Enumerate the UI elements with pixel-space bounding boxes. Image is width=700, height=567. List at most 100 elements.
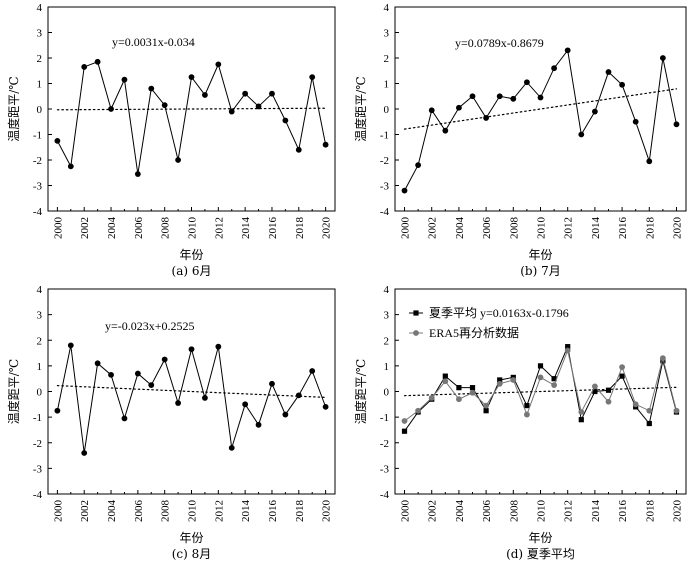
data-point — [578, 131, 585, 138]
x-tick-label: 2014 — [590, 217, 602, 240]
x-tick-label: 2008 — [508, 500, 520, 523]
data-point — [67, 163, 74, 170]
x-tick-label: 2008 — [508, 217, 520, 240]
trend-equation: y=0.0031x-0.034 — [112, 35, 195, 49]
data-point — [54, 137, 61, 144]
trend-line — [403, 386, 678, 397]
x-tick-label: 2010 — [187, 500, 199, 523]
y-tick-label: 2 — [384, 53, 390, 65]
data-point — [619, 81, 625, 88]
x-tick-label: 2014 — [240, 500, 252, 523]
data-point — [108, 106, 114, 112]
data-point — [94, 58, 101, 65]
data-point — [442, 378, 449, 385]
data-point — [591, 108, 598, 115]
data-point — [632, 118, 639, 125]
data-point — [255, 103, 262, 110]
y-tick-label: -2 — [33, 438, 42, 450]
data-point — [161, 356, 168, 363]
data-point — [605, 69, 612, 75]
x-axis-label: 年份 — [179, 531, 203, 545]
y-axis-label: 温度距平/℃ — [353, 359, 368, 424]
y-tick-label: 2 — [384, 335, 390, 347]
data-point — [228, 444, 235, 451]
x-tick-label: 2012 — [563, 217, 575, 239]
y-tick-label: -2 — [33, 155, 42, 167]
trend-equation: y=-0.023x+0.2525 — [105, 319, 195, 333]
data-point — [496, 93, 503, 100]
data-point — [175, 400, 181, 406]
data-point — [483, 402, 490, 409]
x-tick-label: 2020 — [321, 217, 333, 240]
y-tick-label: 4 — [384, 284, 390, 296]
data-point — [469, 389, 476, 396]
data-point — [659, 55, 666, 61]
data-point — [215, 343, 222, 350]
y-tick-label: 1 — [384, 79, 390, 91]
data-point — [442, 373, 448, 379]
data-point — [496, 380, 503, 387]
x-tick-label: 2014 — [240, 217, 252, 240]
data-point — [81, 450, 88, 456]
x-tick-label: 2006 — [481, 217, 493, 240]
y-tick-label: -1 — [33, 130, 42, 142]
data-point — [483, 408, 489, 414]
x-tick-label: 2012 — [213, 500, 225, 522]
data-point — [401, 187, 408, 194]
data-point — [646, 158, 653, 165]
data-point — [592, 388, 598, 395]
data-point — [469, 93, 476, 100]
data-point — [524, 411, 530, 418]
y-tick-label: 4 — [384, 2, 390, 14]
data-point — [81, 64, 88, 70]
x-tick-label: 2018 — [644, 500, 656, 523]
x-tick-label: 2000 — [400, 217, 412, 240]
data-point — [497, 377, 503, 383]
x-tick-label: 2010 — [536, 500, 548, 523]
data-point — [269, 90, 275, 97]
data-point — [134, 370, 141, 377]
x-tick-label: 2004 — [106, 500, 118, 523]
data-point — [537, 94, 544, 101]
x-tick-label: 2004 — [454, 217, 466, 240]
panel-caption: (a) 6月 — [172, 264, 212, 278]
data-point — [202, 92, 208, 98]
x-tick-label: 2020 — [321, 500, 333, 523]
x-tick-label: 2000 — [52, 217, 64, 240]
data-point — [551, 382, 557, 388]
y-axis-label: 温度距平/℃ — [6, 76, 21, 141]
y-tick-label: 1 — [384, 361, 390, 373]
y-tick-label: -1 — [380, 412, 389, 424]
data-point — [269, 380, 275, 387]
data-point — [228, 108, 235, 115]
y-tick-label: 4 — [37, 2, 43, 14]
y-tick-label: -3 — [33, 181, 43, 193]
chart-panel-3: -4 -3 -2 -1 0 1 2 3 4 2000 2002 2004 2006 2008 2010 201… — [6, 284, 336, 561]
data-point — [469, 385, 476, 391]
x-axis-label: 年份 — [528, 531, 552, 545]
data-point — [483, 115, 490, 121]
y-axis-label: 温度距平/℃ — [6, 359, 21, 424]
panel-caption: (b) 7月 — [520, 264, 561, 278]
y-tick-label: -4 — [380, 489, 390, 501]
y-tick-label: 1 — [37, 79, 43, 91]
data-point — [646, 407, 653, 414]
x-tick-label: 2016 — [267, 217, 279, 240]
data-point — [108, 371, 114, 378]
data-point — [551, 376, 557, 382]
data-point — [456, 396, 462, 403]
panel-caption: (c) 8月 — [172, 547, 212, 561]
data-point — [619, 364, 625, 371]
x-tick-label: 2020 — [671, 217, 683, 240]
trend-line — [56, 107, 327, 111]
legend-label: ERA5再分析数据 — [429, 325, 519, 340]
y-tick-label: 2 — [37, 335, 43, 347]
data-point — [673, 121, 680, 128]
y-tick-label: 0 — [37, 387, 43, 399]
trend-equation: y=0.0789x-0.8679 — [455, 36, 544, 50]
x-tick-label: 2006 — [481, 500, 493, 523]
x-tick-label: 2016 — [617, 217, 629, 240]
y-tick-label: 4 — [37, 284, 43, 296]
y-tick-label: 3 — [384, 28, 390, 40]
